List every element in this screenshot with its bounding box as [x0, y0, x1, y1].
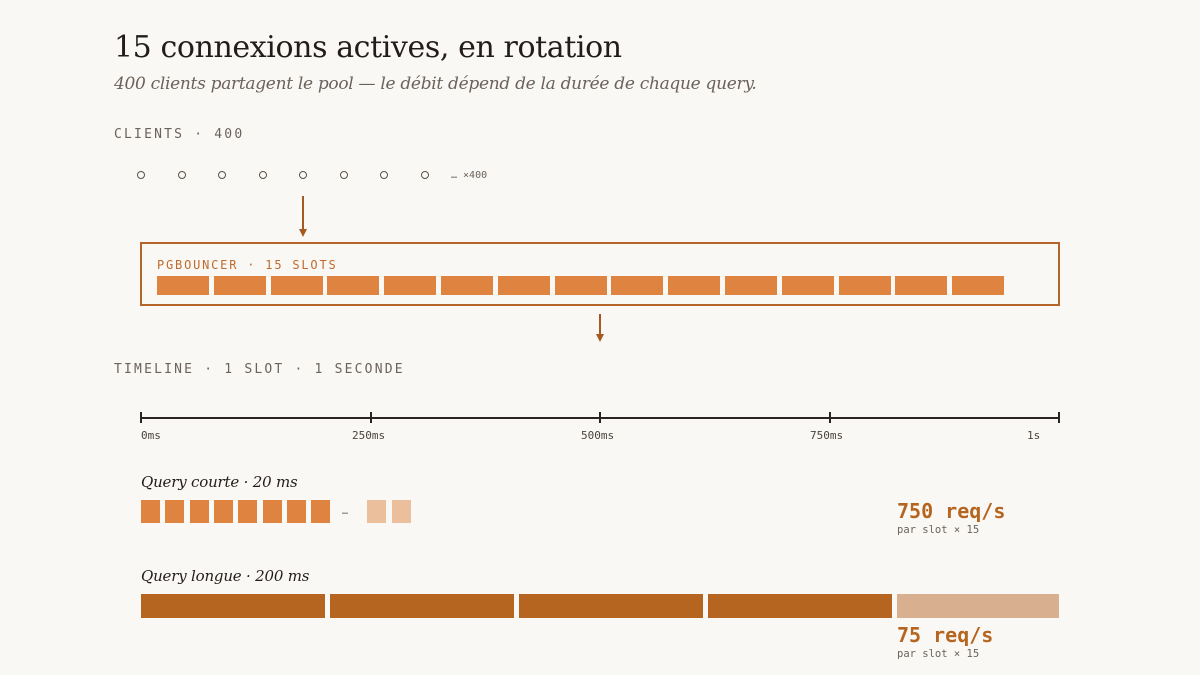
timeline-tick — [140, 412, 142, 423]
clients-to-pool-arrow-head — [299, 229, 307, 237]
long-query-rate: 75 req/s — [897, 623, 994, 647]
pool-slot — [441, 276, 493, 295]
short-query-rate-note: par slot × 15 — [897, 524, 980, 536]
pool-slot — [270, 276, 323, 295]
pool-slot — [668, 276, 721, 295]
short-query-block — [213, 500, 233, 523]
short-query-block — [262, 500, 282, 523]
client-icon — [380, 171, 388, 179]
client-icon — [177, 171, 186, 179]
pool-slot — [157, 276, 209, 295]
client-icon — [420, 171, 429, 179]
pool-slot — [838, 276, 891, 295]
page-title: 15 connexions actives, en rotation — [114, 30, 622, 65]
pool-slot — [384, 276, 437, 295]
timeline-tick — [599, 412, 601, 423]
timeline-tick — [1058, 412, 1060, 423]
pool-slot — [895, 276, 948, 295]
short-query-block-faded — [367, 500, 386, 523]
pool-slot — [213, 276, 266, 295]
timeline-label: TIMELINE · 1 SLOT · 1 SECONDE — [114, 362, 405, 377]
pgbouncer-pool — [140, 242, 1060, 306]
pool-slot — [952, 276, 1005, 295]
pool-slot — [781, 276, 834, 295]
long-query-rate-note: par slot × 15 — [897, 648, 980, 660]
long-query-block — [141, 594, 325, 618]
pool-slot — [497, 276, 550, 295]
short-query-block — [286, 500, 306, 523]
timeline-tick-label: 500ms — [581, 429, 615, 442]
short-query-block — [141, 500, 160, 523]
client-icon — [258, 171, 267, 179]
timeline-tick-label: 0ms — [141, 429, 161, 442]
short-query-ellipsis: … — [342, 506, 349, 517]
timeline-tick-label: 1s — [1027, 429, 1041, 442]
client-icon — [299, 171, 307, 179]
pgbouncer-label: PGBOUNCER · 15 SLOTS — [157, 258, 338, 272]
clients-to-pool-arrow-line — [302, 196, 304, 229]
timeline-tick-label: 250ms — [352, 429, 386, 442]
long-query-block — [519, 594, 703, 618]
page-subtitle: 400 clients partagent le pool — le débit… — [114, 74, 757, 94]
pool-slot — [725, 276, 777, 295]
short-query-block — [311, 500, 331, 523]
short-query-label: Query courte · 20 ms — [141, 473, 298, 491]
long-query-block — [708, 594, 892, 618]
timeline-tick — [370, 412, 372, 423]
long-query-block — [330, 594, 514, 618]
clients-more-label: … ×400 — [451, 170, 488, 181]
pool-to-timeline-arrow-head — [596, 334, 604, 342]
short-query-block — [189, 500, 209, 523]
timeline-tick-label: 750ms — [810, 429, 844, 442]
long-query-label: Query longue · 200 ms — [141, 567, 310, 585]
long-query-block-faded — [897, 594, 1059, 618]
clients-label: CLIENTS · 400 — [114, 127, 245, 142]
short-query-rate: 750 req/s — [897, 499, 1006, 523]
client-icon — [137, 171, 145, 179]
pool-to-timeline-arrow-line — [599, 314, 601, 334]
short-query-block — [165, 500, 185, 523]
client-icon — [218, 171, 226, 179]
pool-slot — [327, 276, 380, 295]
short-query-block — [238, 500, 258, 523]
client-icon — [339, 171, 348, 179]
pool-slot — [611, 276, 664, 295]
short-query-block-faded — [392, 500, 411, 523]
timeline-tick — [829, 412, 831, 423]
pool-slot — [554, 276, 607, 295]
